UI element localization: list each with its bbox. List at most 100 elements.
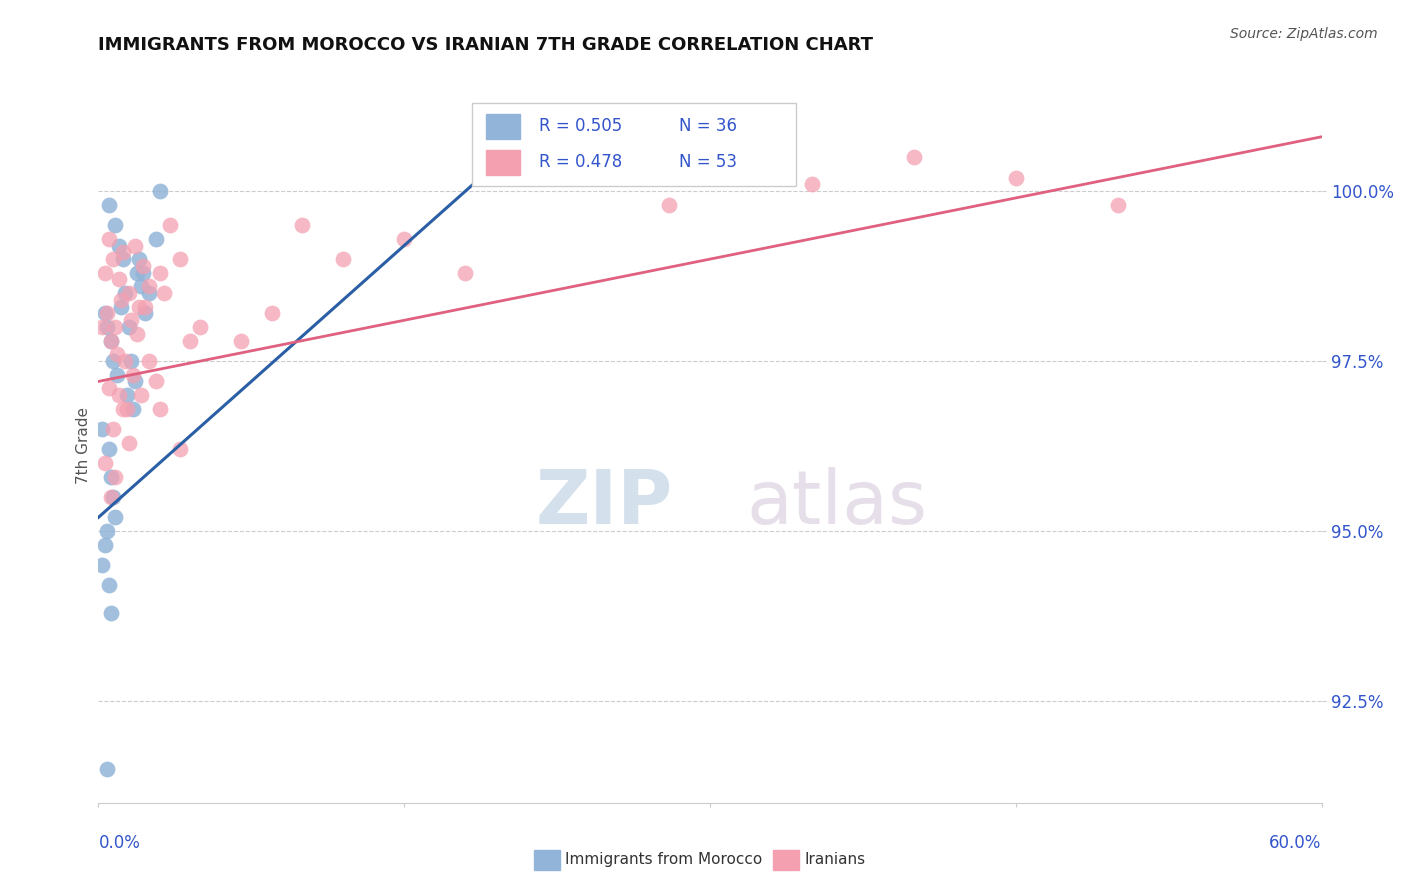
- Point: [105, 347, 128, 361]
- Point: [124, 238, 146, 252]
- Point: [93, 266, 115, 280]
- Text: N = 36: N = 36: [679, 118, 738, 136]
- Point: [128, 252, 150, 266]
- Point: [122, 368, 145, 382]
- Point: [169, 442, 191, 457]
- Point: [91, 320, 114, 334]
- Point: [97, 232, 120, 246]
- Point: [134, 300, 156, 314]
- Point: [91, 558, 114, 572]
- Point: [138, 354, 160, 368]
- Point: [108, 388, 131, 402]
- Point: [100, 334, 122, 348]
- Point: [96, 320, 118, 334]
- Point: [104, 320, 127, 334]
- Point: [110, 300, 132, 314]
- Point: [108, 272, 131, 286]
- Point: [111, 252, 134, 266]
- Text: N = 53: N = 53: [679, 153, 738, 171]
- Text: ZIP: ZIP: [536, 467, 673, 540]
- Point: [111, 401, 134, 416]
- Point: [332, 252, 354, 266]
- Point: [801, 178, 824, 192]
- Point: [93, 456, 115, 470]
- Point: [114, 286, 136, 301]
- Point: [134, 306, 156, 320]
- Text: R = 0.478: R = 0.478: [538, 153, 621, 171]
- Point: [101, 252, 124, 266]
- Text: 60.0%: 60.0%: [1270, 834, 1322, 852]
- Point: [152, 286, 174, 301]
- Point: [101, 490, 124, 504]
- Point: [149, 266, 172, 280]
- Point: [1004, 170, 1026, 185]
- Point: [96, 524, 118, 538]
- Point: [291, 218, 314, 232]
- Point: [114, 354, 136, 368]
- Point: [658, 198, 681, 212]
- Point: [104, 469, 127, 483]
- Point: [536, 170, 558, 185]
- Point: [100, 469, 122, 483]
- Text: atlas: atlas: [747, 467, 928, 540]
- Point: [122, 401, 145, 416]
- Point: [516, 170, 538, 185]
- Point: [120, 313, 142, 327]
- Point: [100, 606, 122, 620]
- Point: [97, 442, 120, 457]
- Point: [179, 334, 201, 348]
- Point: [104, 218, 127, 232]
- Point: [101, 354, 124, 368]
- Point: [454, 266, 477, 280]
- Point: [118, 435, 141, 450]
- Point: [96, 306, 118, 320]
- Point: [260, 306, 283, 320]
- Point: [97, 578, 120, 592]
- Point: [100, 490, 122, 504]
- Point: [108, 238, 131, 252]
- Bar: [486, 114, 520, 139]
- Text: Iranians: Iranians: [804, 853, 865, 867]
- Point: [118, 320, 141, 334]
- Point: [93, 306, 115, 320]
- Point: [93, 537, 115, 551]
- Bar: [471, 103, 796, 186]
- Point: [132, 259, 155, 273]
- Point: [91, 422, 114, 436]
- Point: [115, 401, 138, 416]
- Text: Immigrants from Morocco: Immigrants from Morocco: [565, 853, 762, 867]
- Point: [129, 388, 152, 402]
- Point: [105, 368, 128, 382]
- Point: [115, 388, 138, 402]
- Point: [97, 381, 120, 395]
- Point: [188, 320, 212, 334]
- Point: [903, 150, 925, 164]
- Point: [128, 300, 150, 314]
- Point: [100, 334, 122, 348]
- Point: [149, 184, 172, 198]
- Point: [96, 762, 118, 776]
- Point: [127, 326, 149, 341]
- Point: [127, 266, 149, 280]
- Point: [169, 252, 191, 266]
- Point: [145, 375, 167, 389]
- Text: R = 0.505: R = 0.505: [538, 118, 621, 136]
- Point: [231, 334, 253, 348]
- Text: IMMIGRANTS FROM MOROCCO VS IRANIAN 7TH GRADE CORRELATION CHART: IMMIGRANTS FROM MOROCCO VS IRANIAN 7TH G…: [98, 36, 873, 54]
- Y-axis label: 7th Grade: 7th Grade: [76, 408, 91, 484]
- Point: [97, 198, 120, 212]
- Point: [132, 266, 155, 280]
- Point: [104, 510, 127, 524]
- Point: [1107, 198, 1129, 212]
- Point: [101, 422, 124, 436]
- Bar: [486, 150, 520, 175]
- Text: 0.0%: 0.0%: [98, 834, 141, 852]
- Point: [392, 232, 416, 246]
- Point: [124, 375, 146, 389]
- Point: [110, 293, 132, 307]
- Point: [129, 279, 152, 293]
- Point: [118, 286, 141, 301]
- Point: [138, 286, 160, 301]
- Point: [159, 218, 181, 232]
- Text: Source: ZipAtlas.com: Source: ZipAtlas.com: [1230, 27, 1378, 41]
